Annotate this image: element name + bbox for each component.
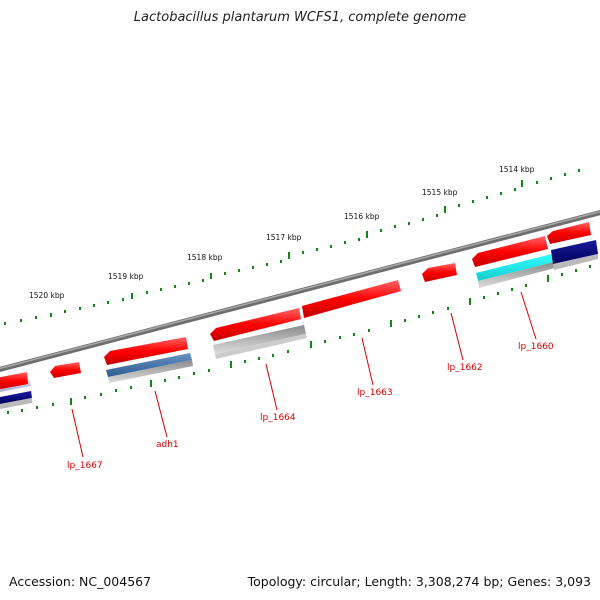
scale-label: 1520 kbp [29, 291, 65, 300]
scale-label: 1517 kbp [266, 233, 302, 242]
scale-label: 1519 kbp [108, 272, 144, 281]
scale-label: 1514 kbp [499, 165, 535, 174]
gene-label: lp_1667 [67, 461, 103, 471]
scale-label: 1516 kbp [344, 212, 380, 221]
outer-scale-ticks [4, 169, 580, 325]
scale-label: 1518 kbp [187, 253, 223, 262]
gene-label: lp_1662 [447, 363, 483, 373]
map-title: Lactobacillus plantarum WCFS1, complete … [133, 10, 467, 25]
label-leader-lines [71, 291, 537, 458]
gene-label: lp_1663 [357, 388, 393, 398]
scale-label: 1515 kbp [422, 188, 458, 197]
inner-scale-ticks [7, 265, 591, 414]
gene-features [0, 222, 591, 390]
accession-text: Accession: NC_004567 [9, 574, 152, 589]
topology-text: Topology: circular; Length: 3,308,274 bp… [247, 574, 591, 589]
gene-label: adh1 [156, 440, 179, 450]
gene-label: lp_1660 [518, 342, 554, 352]
feature-tracks [0, 240, 598, 410]
gene-label: lp_1664 [260, 413, 296, 423]
